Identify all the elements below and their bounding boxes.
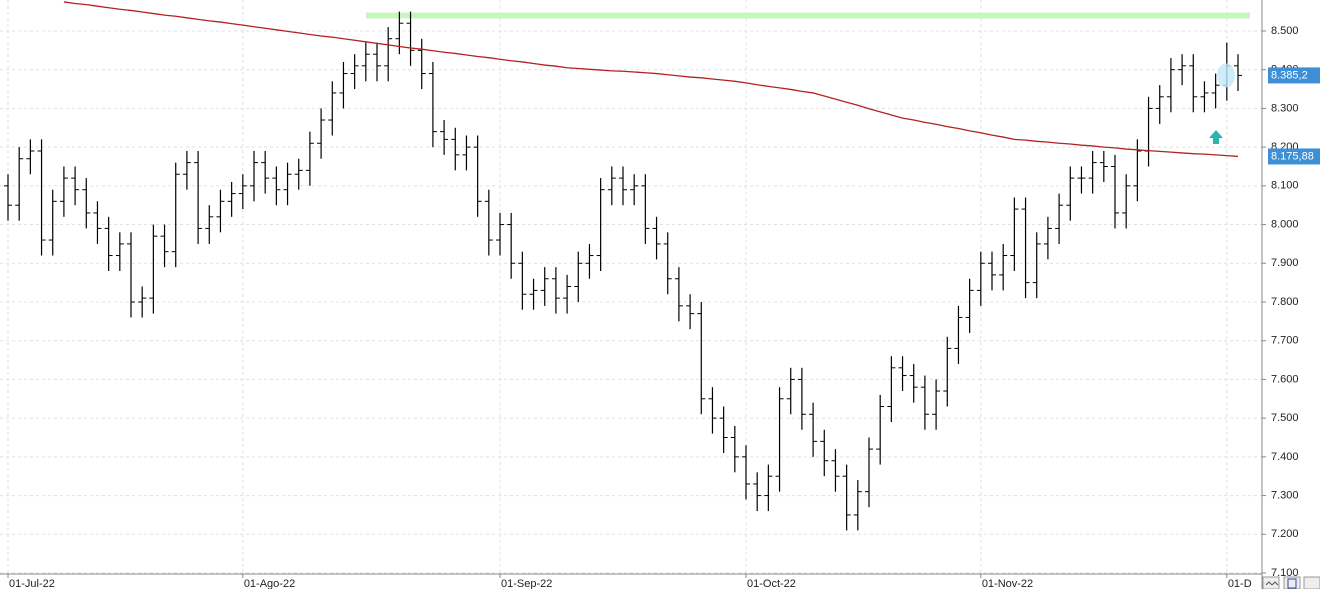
y-tick-label: 7.500 [1271,412,1299,424]
price-label-box [1268,67,1320,84]
y-tick-label: 7.300 [1271,489,1299,501]
x-tick-label: 01-Sep-22 [501,578,552,589]
save-icon [1287,578,1297,589]
average-label-box [1268,148,1320,165]
y-tick-label: 7.400 [1271,451,1299,463]
marks [4,1,1250,531]
y-tick-label: 7.600 [1271,373,1299,385]
x-tick-label: 01-Jul-22 [9,578,55,589]
price-label: 8.385,2 [1271,69,1308,81]
x-tick-label: 01-Ago-22 [244,578,295,589]
moving-average [63,1,1239,158]
y-tick-label: 8.000 [1271,218,1299,230]
y-tick-label: 7.700 [1271,335,1299,347]
grid [0,0,1262,574]
axis-labels: 7.100 7.200 7.300 7.400 7.500 7.600 7.700 7.800… [7,25,1320,589]
x-tick-label: 01-D [1228,578,1252,589]
y-tick-label: 7.900 [1271,257,1299,269]
x-tick-label: 01-Oct-22 [747,578,796,589]
zoom-icon [1265,581,1279,586]
highlight [1217,63,1235,88]
x-tick-label: 01-Nov-22 [982,578,1033,589]
y-tick-label: 8.300 [1271,102,1299,114]
signal-arrow [1209,130,1223,144]
zoom-button[interactable] [1262,576,1280,589]
y-tick-label: 8.100 [1271,180,1299,192]
y-tick-label: 7.100 [1271,567,1299,579]
y-tick-label: 7.200 [1271,528,1299,540]
average-label: 8.175,88 [1271,150,1314,162]
toolbar[interactable] [1262,576,1320,589]
y-tick-label: 7.800 [1271,296,1299,308]
y-tick-label: 8.500 [1271,25,1299,37]
menu-button[interactable] [1303,576,1320,589]
